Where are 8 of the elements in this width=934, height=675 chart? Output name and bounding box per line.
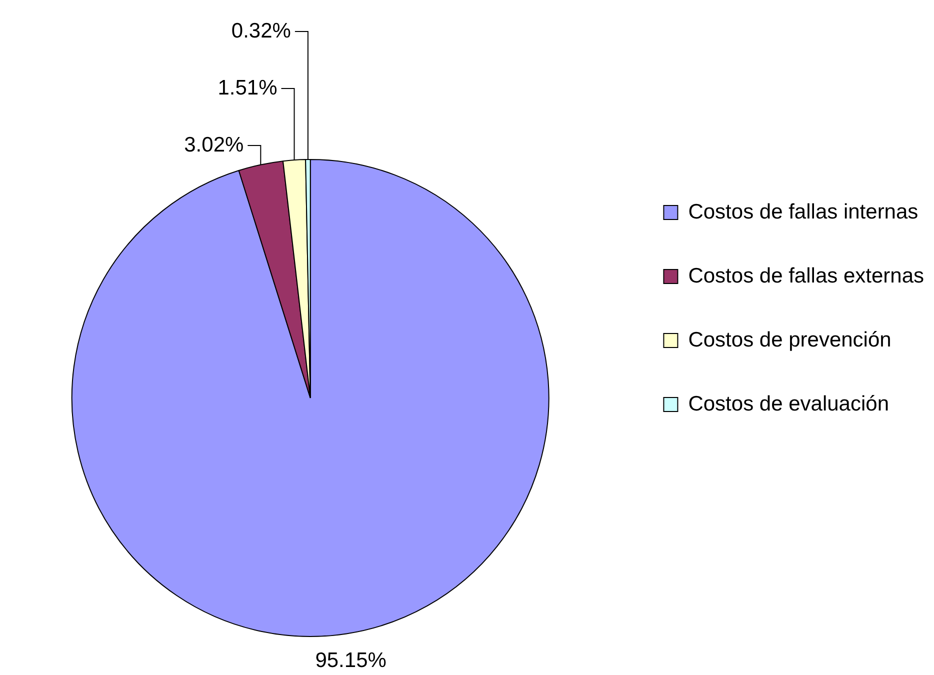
legend-label: Costos de prevención [688,328,892,352]
legend-label: Costos de fallas externas [688,264,924,288]
legend-label: Costos de evaluación [688,392,890,416]
data-label: 3.02% [184,133,244,156]
data-label: 95.15% [315,649,386,672]
data-label: 1.51% [218,76,278,100]
data-label: 0.32% [231,19,291,42]
legend-label: Costos de fallas internas [688,200,918,224]
